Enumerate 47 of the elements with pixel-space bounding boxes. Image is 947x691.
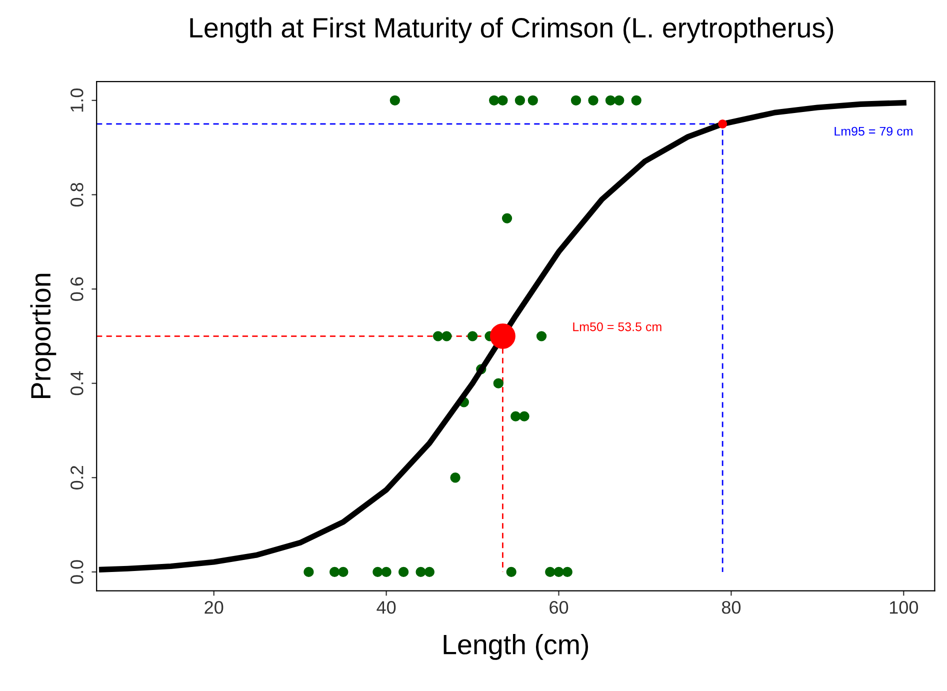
point — [372, 566, 383, 578]
point — [416, 566, 426, 578]
point — [338, 566, 348, 578]
x-tick-label: 100 — [890, 601, 918, 614]
y-tick-label: 0.6 — [70, 277, 84, 301]
point — [424, 566, 435, 578]
x-tick-label: 80 — [722, 601, 741, 614]
point — [570, 95, 582, 106]
point — [442, 331, 452, 342]
y-axis-title: Proportion — [30, 274, 56, 398]
point — [514, 95, 526, 106]
y-tick-label: 1.0 — [70, 88, 84, 112]
point — [498, 95, 508, 106]
point — [450, 472, 460, 483]
point — [631, 95, 642, 106]
point — [493, 378, 504, 388]
x-tick-label: 60 — [550, 601, 568, 614]
x-tick-label: 20 — [204, 601, 224, 614]
point — [502, 213, 512, 224]
annotation: Lm95 = 79 cm — [834, 126, 912, 136]
point — [605, 95, 616, 106]
point — [554, 566, 564, 578]
point — [519, 411, 530, 422]
point — [304, 566, 314, 578]
point — [381, 566, 392, 578]
point — [398, 566, 409, 578]
x-axis-title: Length (cm) — [444, 634, 588, 660]
point — [467, 331, 478, 342]
point — [562, 566, 572, 578]
chart-title: Length at First Maturity of Crimson (L. erytroptherus) — [190, 17, 834, 44]
point — [510, 411, 521, 422]
point — [489, 95, 500, 106]
x-tick-label: 40 — [376, 601, 396, 614]
point — [536, 331, 547, 342]
point — [329, 566, 340, 578]
y-tick-label: 0.2 — [70, 466, 84, 490]
point — [506, 566, 516, 578]
y-tick-label: 0.4 — [70, 371, 84, 396]
point — [588, 95, 598, 106]
point — [614, 95, 624, 106]
point — [432, 331, 444, 342]
annotation: Lm50 = 53.5 cm — [573, 322, 662, 332]
y-tick-label: 0.8 — [70, 182, 84, 207]
point — [545, 566, 556, 578]
point — [528, 95, 538, 106]
point — [390, 95, 400, 106]
y-tick-label: 0.0 — [70, 560, 84, 584]
